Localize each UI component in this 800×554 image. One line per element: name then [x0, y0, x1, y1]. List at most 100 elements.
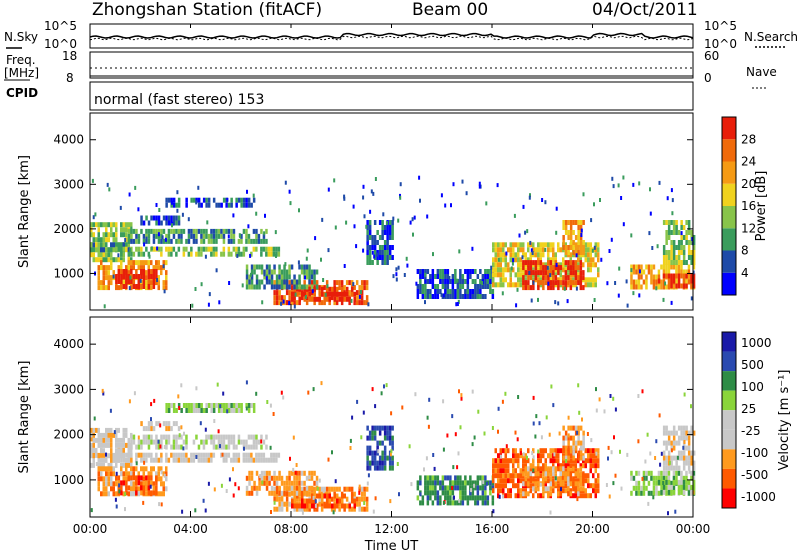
- power-echo-cell: [652, 264, 656, 270]
- power-echo-cell: [494, 267, 497, 273]
- power-echo-cell: [446, 269, 450, 274]
- power-echo-cell: [459, 289, 462, 294]
- velocity-echo-cell: [308, 491, 311, 497]
- velocity-echo-cell: [234, 482, 237, 487]
- power-echo-cell: [649, 211, 652, 216]
- power-echo-cell: [197, 228, 201, 234]
- power-echo-cell: [492, 277, 495, 283]
- velocity-echo-cell: [115, 452, 118, 458]
- velocity-echo-cell: [522, 471, 525, 477]
- velocity-echo-cell: [592, 448, 595, 454]
- power-echo-cell: [517, 242, 520, 248]
- power-echo-cell: [512, 282, 515, 288]
- velocity-echo-cell: [562, 458, 565, 464]
- power-echo-cell: [524, 280, 528, 286]
- velocity-echo-cell: [383, 430, 387, 436]
- power-echo-cell: [383, 240, 387, 245]
- power-echo-cell: [572, 280, 575, 286]
- power-echo-cell: [471, 294, 475, 299]
- power-echo-cell: [476, 289, 480, 294]
- velocity-echo-cell: [107, 491, 110, 497]
- velocity-echo-cell: [177, 457, 181, 463]
- power-echo-cell: [690, 230, 693, 235]
- power-echo-cell: [310, 269, 314, 275]
- power-echo-cell: [260, 246, 263, 252]
- power-echo-cell: [366, 230, 369, 235]
- velocity-echo-cell: [569, 488, 572, 494]
- velocity-echo-cell: [672, 465, 676, 471]
- power-echo-cell: [352, 282, 355, 287]
- velocity-echo-cell: [517, 395, 520, 399]
- power-echo-cell: [582, 270, 585, 276]
- power-echo-cell: [388, 235, 392, 240]
- velocity-echo-cell: [275, 485, 279, 491]
- power-echo-cell: [652, 279, 656, 285]
- power-echo-cell: [205, 228, 208, 234]
- power-echo-cell: [125, 246, 128, 252]
- power-echo-cell: [489, 289, 492, 294]
- velocity-echo-cell: [542, 463, 545, 469]
- power-echo-cell: [345, 220, 348, 225]
- velocity-echo-cell: [283, 480, 286, 486]
- power-echo-cell: [107, 257, 110, 263]
- velocity-echo-cell: [381, 440, 384, 446]
- power-echo-cell: [456, 284, 460, 289]
- power-echo-cell: [522, 280, 525, 286]
- velocity-echo-cell: [582, 463, 585, 469]
- power-echo-cell: [112, 237, 115, 243]
- velocity-echo-cell: [125, 476, 128, 482]
- velocity-echo-cell: [222, 403, 226, 408]
- velocity-echo-cell: [368, 460, 372, 466]
- velocity-echo-cell: [205, 439, 208, 445]
- velocity-echo-cell: [292, 435, 295, 440]
- velocity-echo-cell: [140, 457, 143, 463]
- velocity-echo-cell: [564, 468, 567, 474]
- velocity-echo-cell: [124, 492, 127, 497]
- velocity-echo-cell: [269, 445, 272, 450]
- velocity-echo-cell: [248, 490, 251, 496]
- velocity-echo-cell: [336, 503, 339, 509]
- velocity-echo-cell: [574, 493, 577, 499]
- velocity-echo-cell: [107, 442, 110, 448]
- power-echo-cell: [365, 224, 368, 229]
- velocity-echo-cell: [270, 490, 274, 496]
- power-echo-cell: [117, 274, 121, 279]
- power-echo-cell: [100, 222, 103, 228]
- power-echo-cell: [197, 202, 201, 208]
- power-echo-cell: [157, 238, 161, 244]
- velocity-echo-cell: [597, 473, 600, 479]
- power-echo-cell: [130, 285, 133, 291]
- velocity-echo-cell: [110, 462, 113, 468]
- velocity-echo-cell: [376, 440, 379, 446]
- power-echo-cell: [158, 208, 161, 212]
- velocity-echo-cell: [569, 445, 573, 451]
- velocity-echo-cell: [248, 470, 251, 476]
- power-echo-cell: [197, 251, 201, 257]
- velocity-echo-cell: [318, 493, 321, 499]
- power-echo-cell: [431, 294, 435, 299]
- velocity-echo-cell: [315, 506, 319, 512]
- velocity-echo-cell: [140, 475, 143, 481]
- power-echo-cell: [682, 245, 686, 250]
- power-echo-cell: [587, 252, 590, 258]
- power-echo-cell: [284, 180, 287, 185]
- power-echo-cell: [343, 296, 346, 302]
- power-echo-cell: [157, 233, 161, 239]
- power-echo-cell: [255, 233, 258, 239]
- power-echo-cell: [383, 250, 387, 255]
- power-echo-cell: [385, 221, 388, 226]
- velocity-echo-cell: [459, 425, 462, 430]
- power-echo-cell: [509, 272, 512, 278]
- power-echo-cell: [181, 212, 184, 217]
- power-echo-cell: [464, 289, 467, 294]
- power-echo-cell: [147, 274, 151, 279]
- power-echo-cell: [378, 245, 382, 250]
- velocity-echo-cell: [90, 432, 93, 438]
- power-echo-cell: [507, 262, 510, 268]
- velocity-echo-cell: [576, 430, 579, 435]
- velocity-echo-cell: [449, 490, 452, 496]
- velocity-echo-cell: [145, 439, 148, 445]
- power-echo-cell: [547, 242, 550, 248]
- power-echo-cell: [577, 272, 580, 278]
- velocity-echo-cell: [534, 478, 537, 484]
